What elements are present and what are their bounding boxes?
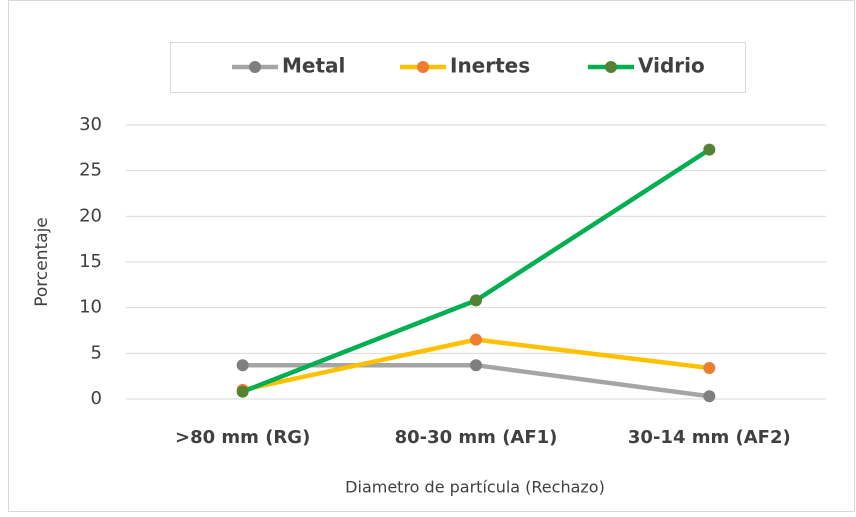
y-tick-label: 25 [79,160,102,181]
y-tick-label: 10 [79,297,102,318]
y-tick-label: 15 [79,251,102,272]
data-point [470,333,482,346]
y-tick-label: 0 [91,388,102,409]
x-tick-label: >80 mm (RG) [175,427,310,448]
legend-label: Inertes [450,54,530,78]
legend-label: Metal [282,54,345,78]
legend-label: Vidrio [638,54,705,78]
y-tick-label: 20 [79,205,102,226]
x-axis-title: Diametro de partícula (Rechazo) [345,478,605,497]
data-point [703,361,716,374]
legend-marker [249,61,261,73]
data-point [236,385,249,398]
y-axis-title: Porcentaje [32,217,52,307]
x-tick-label: 80-30 mm (AF1) [395,427,558,448]
x-tick-label: 30-14 mm (AF2) [628,427,791,448]
y-tick-label: 30 [79,114,102,135]
legend-marker [605,61,617,73]
y-tick-label: 5 [91,342,102,363]
data-point [470,294,482,307]
data-point [470,359,482,372]
data-point [703,143,716,156]
legend-marker [417,61,429,73]
data-point [703,390,716,403]
data-point [236,359,249,372]
